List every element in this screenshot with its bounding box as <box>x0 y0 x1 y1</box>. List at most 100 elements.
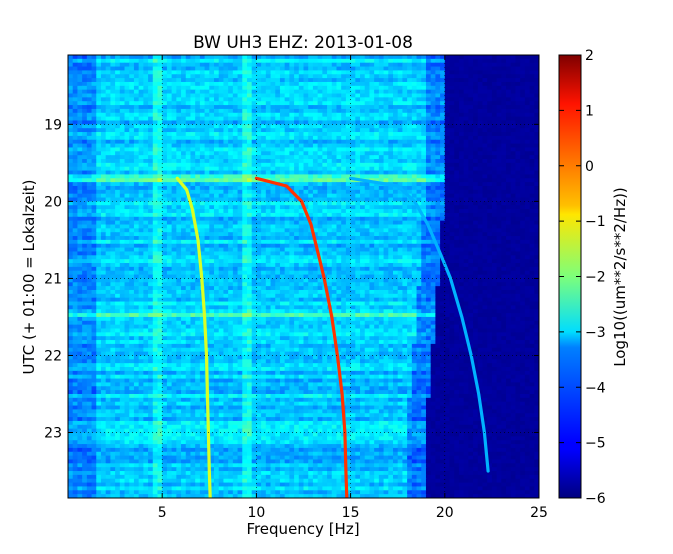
heatmap-cell <box>506 66 512 72</box>
heatmap-cell <box>534 212 539 218</box>
heatmap-cell <box>388 197 394 202</box>
heatmap-cell <box>294 205 300 210</box>
heatmap-cell <box>152 70 159 75</box>
heatmap-cell <box>449 112 455 118</box>
heatmap-cell <box>232 85 239 91</box>
heatmap-cell <box>374 62 380 68</box>
heatmap-cell <box>157 162 163 168</box>
heatmap-cell <box>86 120 93 125</box>
heatmap-cell <box>181 174 187 179</box>
heatmap-cell <box>341 174 347 179</box>
heatmap-cell <box>468 120 474 125</box>
heatmap-cell <box>195 143 201 149</box>
heatmap-cell <box>91 174 97 179</box>
heatmap-cell <box>364 143 371 149</box>
heatmap-cell <box>110 74 116 79</box>
heatmap-cell <box>369 189 375 195</box>
heatmap-cell <box>501 155 507 160</box>
heatmap-cell <box>237 220 243 226</box>
heatmap-cell <box>289 205 295 210</box>
heatmap-cell <box>374 151 380 156</box>
heatmap-cell <box>444 170 451 176</box>
heatmap-cell <box>392 243 399 249</box>
heatmap-cell <box>91 185 97 191</box>
heatmap-cell <box>407 74 413 79</box>
heatmap-cell <box>308 205 314 210</box>
heatmap-cell <box>355 132 361 137</box>
heatmap-cell <box>232 116 239 122</box>
heatmap-cell <box>119 232 126 237</box>
heatmap-cell <box>105 174 111 179</box>
heatmap-cell <box>129 236 135 241</box>
heatmap-cell <box>378 209 385 214</box>
heatmap-cell <box>190 58 196 64</box>
heatmap-cell <box>72 112 79 118</box>
heatmap-cell <box>284 143 290 149</box>
heatmap-cell <box>119 151 126 156</box>
heatmap-cell <box>360 201 366 206</box>
heatmap-cell <box>171 232 177 237</box>
heatmap-cell <box>322 135 328 141</box>
heatmap-cell <box>214 151 220 156</box>
heatmap-cell <box>294 162 300 168</box>
heatmap-cell <box>496 62 502 68</box>
heatmap-cell <box>468 58 474 64</box>
heatmap-cell <box>214 216 220 222</box>
heatmap-cell <box>506 189 512 195</box>
heatmap-cell <box>341 193 347 199</box>
heatmap-cell <box>265 151 272 156</box>
heatmap-cell <box>115 108 121 114</box>
heatmap-cell <box>171 81 177 87</box>
heatmap-cell <box>289 81 295 87</box>
heatmap-cell <box>388 228 394 233</box>
heatmap-cell <box>124 201 130 206</box>
heatmap-cell <box>496 159 502 164</box>
heatmap-cell <box>143 201 149 206</box>
heatmap-cell <box>246 93 253 98</box>
heatmap-cell <box>331 147 338 152</box>
heatmap-cell <box>261 182 267 187</box>
heatmap-cell <box>468 166 474 172</box>
heatmap-cell <box>232 182 239 187</box>
heatmap-cell <box>369 139 375 145</box>
heatmap-cell <box>331 112 338 118</box>
heatmap-cell <box>209 155 215 160</box>
heatmap-cell <box>176 93 182 98</box>
heatmap-cell <box>402 62 408 68</box>
heatmap-cell <box>289 93 295 98</box>
heatmap-cell <box>317 201 323 206</box>
heatmap-cell <box>148 132 154 137</box>
heatmap-cell <box>374 132 380 137</box>
heatmap-cell <box>279 112 286 118</box>
heatmap-cell <box>119 58 126 64</box>
heatmap-cell <box>345 201 352 206</box>
heatmap-cell <box>77 170 83 176</box>
heatmap-cell <box>218 62 225 68</box>
heatmap-cell <box>152 243 159 249</box>
heatmap-cell <box>242 162 248 168</box>
heatmap-cell <box>317 228 323 233</box>
heatmap-cell <box>520 143 526 149</box>
heatmap-cell <box>91 105 97 110</box>
heatmap-cell <box>157 62 163 68</box>
heatmap-cell <box>195 85 201 91</box>
heatmap-cell <box>223 162 229 168</box>
heatmap-cell <box>529 189 535 195</box>
heatmap-cell <box>416 112 422 118</box>
heatmap-cell <box>458 243 465 249</box>
heatmap-cell <box>214 193 220 199</box>
heatmap-cell <box>204 101 210 106</box>
heatmap-cell <box>251 236 257 241</box>
heatmap-cell <box>157 55 163 60</box>
heatmap-cell <box>148 55 154 60</box>
heatmap-cell <box>82 70 88 75</box>
heatmap-cell <box>143 66 149 72</box>
heatmap-cell <box>444 193 451 199</box>
heatmap-cell <box>407 128 413 133</box>
heatmap-cell <box>195 151 201 156</box>
heatmap-cell <box>350 151 356 156</box>
heatmap-cell <box>501 105 507 110</box>
heatmap-cell <box>96 147 102 152</box>
heatmap-cell <box>279 97 286 102</box>
heatmap-cell <box>72 216 79 222</box>
